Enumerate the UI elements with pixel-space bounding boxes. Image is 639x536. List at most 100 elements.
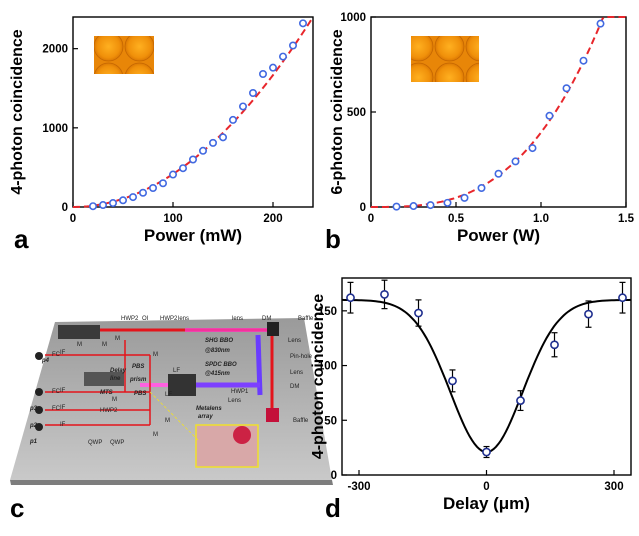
- setup-label: prism: [129, 377, 147, 383]
- data-point: [278, 52, 287, 61]
- setup-label: QWP: [88, 440, 102, 446]
- setup-label: IF: [60, 422, 66, 428]
- fit-curve: [73, 16, 314, 208]
- panel-b: 0 0.5 1.0 1.5 0 500 1000 Power (W) 6-photon coin…: [329, 12, 635, 245]
- x-tick-label: 100: [163, 213, 182, 225]
- setup-label: lens: [232, 316, 243, 322]
- setup-label: MTS: [100, 390, 113, 396]
- y-tick-label: 0: [360, 202, 366, 214]
- data-point: [511, 157, 520, 166]
- setup-label: lens: [178, 316, 189, 322]
- data-point: [129, 193, 138, 202]
- data-point: [443, 198, 452, 207]
- y-tick-label: 0: [331, 470, 337, 482]
- data-point: [219, 133, 228, 142]
- setup-label: M: [102, 342, 107, 348]
- setup-label: LF: [173, 368, 180, 374]
- data-point: [448, 376, 457, 386]
- data-point: [149, 184, 158, 193]
- setup-label: p4: [41, 358, 50, 364]
- data-point: [268, 63, 277, 72]
- setup-label: p3: [29, 406, 38, 412]
- data-point: [169, 170, 178, 179]
- setup-label: @415nm: [205, 371, 231, 377]
- setup-label: IF: [60, 405, 66, 411]
- setup-label: line: [110, 376, 121, 382]
- y-axis-label: 6-photon coincidence: [329, 29, 346, 194]
- data-point: [477, 184, 486, 193]
- y-tick-label: 500: [347, 107, 366, 119]
- y-tick-label: 0: [62, 202, 68, 214]
- x-axis-label: Delay (μm): [443, 494, 530, 513]
- setup-label: Delay: [110, 368, 127, 374]
- setup-label: DM: [290, 384, 299, 390]
- setup-label: p2: [29, 423, 38, 429]
- data-point: [249, 89, 258, 98]
- setup-label: QWP: [110, 440, 124, 446]
- setup-label: FC: [52, 389, 61, 395]
- data-point: [414, 308, 423, 318]
- setup-label: M: [112, 397, 117, 403]
- data-point: [209, 138, 218, 147]
- panel-d: -300 0 300 0 50 100 150 Delay (μm) 4-photon coin…: [310, 277, 632, 513]
- data-point: [99, 201, 108, 210]
- x-tick-label: 0.5: [448, 213, 465, 225]
- x-tick-label: 300: [604, 481, 623, 493]
- setup-label: HWP2: [160, 316, 178, 322]
- setup-label: p1: [29, 439, 38, 445]
- data-point: [346, 293, 355, 303]
- panel-b-inset-image: [411, 36, 479, 82]
- panel-a-inset-image: [94, 36, 154, 74]
- setup-label: Baffle: [293, 418, 309, 424]
- setup-label: M: [77, 342, 82, 348]
- data-point: [89, 202, 98, 211]
- setup-label: FC: [52, 352, 61, 358]
- setup-label: PBS: [134, 391, 146, 397]
- setup-label: DM: [262, 316, 271, 322]
- setup-label: array: [198, 414, 213, 420]
- y-tick-label: 150: [318, 306, 337, 318]
- plot-frame: [370, 16, 627, 208]
- panel-label-a: a: [14, 224, 29, 254]
- setup-label: Baffle: [298, 316, 314, 322]
- panel-label-b: b: [325, 224, 341, 254]
- setup-label: HWP2: [121, 316, 139, 322]
- setup-label: IF: [60, 388, 66, 394]
- plot-frame: [341, 277, 632, 476]
- x-tick-label: 1.5: [618, 213, 635, 225]
- data-point: [139, 188, 148, 197]
- setup-label: M: [153, 432, 158, 438]
- data-point: [258, 70, 267, 79]
- data-point: [189, 155, 198, 164]
- x-tick-label: 200: [263, 213, 282, 225]
- setup-label: @830nm: [205, 348, 231, 354]
- data-point: [579, 56, 588, 65]
- data-point: [426, 201, 435, 210]
- panel-label-c: c: [10, 493, 24, 523]
- setup-label: FC: [52, 406, 61, 412]
- setup-label: SHG BBO: [205, 338, 233, 344]
- setup-label: Pin-hole: [290, 354, 313, 360]
- setup-label: HWP1: [231, 389, 249, 395]
- y-tick-label: 1000: [340, 12, 366, 24]
- x-tick-label: 0: [70, 213, 76, 225]
- x-tick-label: 0: [368, 213, 374, 225]
- data-point: [298, 19, 307, 28]
- setup-label: Lens: [228, 398, 241, 404]
- data-point: [159, 179, 168, 188]
- fit-curve: [371, 16, 626, 208]
- x-axis-label: Power (mW): [144, 226, 242, 245]
- data-point: [584, 309, 593, 319]
- y-tick-label: 100: [318, 361, 337, 373]
- y-tick-label: 50: [324, 415, 337, 427]
- data-point: [239, 102, 248, 111]
- data-point: [618, 293, 627, 303]
- data-point: [545, 111, 554, 120]
- data-point: [562, 84, 571, 93]
- y-axis-label: 4-photon coincidence: [9, 29, 26, 194]
- data-point: [460, 193, 469, 202]
- data-point: [179, 164, 188, 173]
